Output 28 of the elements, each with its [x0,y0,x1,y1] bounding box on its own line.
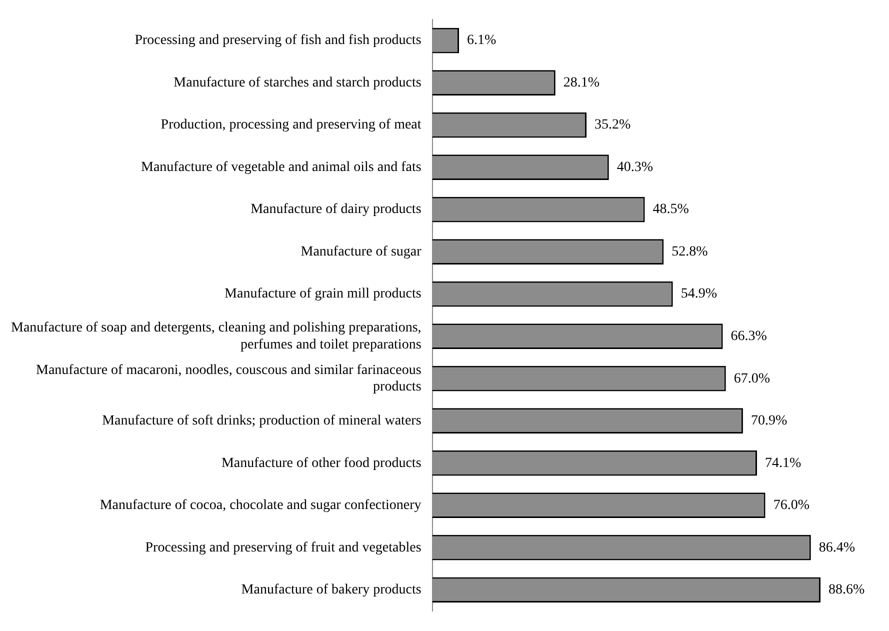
y-tick-label: Manufacture of soft drinks; production of mineral waters [102,414,422,429]
data-label: 40.3% [616,160,654,175]
data-label: 48.5% [652,202,690,218]
data-label: 54.9% [680,286,718,302]
y-tick-label: Manufacture of soap and detergents, cleaning and polishing preparations, perfumes and toilet preparations [11,320,422,352]
data-label: 6.1% [467,33,497,48]
y-tick-label: Manufacture of cocoa, chocolate and sugar confectionery [100,498,422,514]
y-tick-label: Manufacture of other food products [221,456,422,471]
data-label: 70.9% [750,414,788,429]
y-tick-label: Manufacture of macaroni, noodles, couscous and similar farinaceous products [36,362,422,395]
data-label: 74.1% [764,456,802,471]
y-tick-label: Manufacture of vegetable and animal oils and fats [141,160,422,175]
y-tick-label: Manufacture of dairy products [250,202,422,218]
data-label: 76.0% [773,498,810,514]
y-tick-label: Production, processing and preserving of meat [160,118,422,133]
data-label: 66.3% [730,329,768,344]
y-tick-label: Processing and preserving of fruit and vegetables [145,540,422,556]
y-tick-label: Manufacture of grain mill products [224,286,422,302]
data-label: 35.2% [594,118,632,133]
y-tick-label: Manufacture of starches and starch products [174,75,422,90]
y-tick-label: Manufacture of sugar [300,244,422,260]
y-tick-label: Processing and preserving of fish and fish products [134,33,422,48]
y-tick-label: Manufacture of bakery products [241,582,422,598]
data-label: 86.4% [818,540,856,556]
data-label: 67.0% [734,371,770,386]
data-label: 52.8% [672,244,708,260]
data-label: 88.6% [828,582,866,598]
data-label: 28.1% [563,75,600,90]
